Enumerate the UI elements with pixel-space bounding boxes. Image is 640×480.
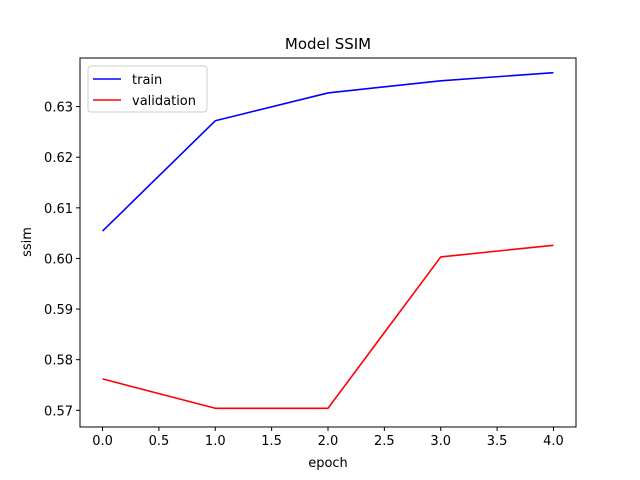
y-tick-label: 0.60 bbox=[44, 252, 73, 267]
x-tick-label: 4.0 bbox=[543, 434, 564, 449]
x-axis: 0.0 0.5 1.0 1.5 2.0 2.5 3.0 3.5 4.0 bbox=[92, 427, 564, 449]
x-tick-label: 1.5 bbox=[261, 434, 282, 449]
series-line-validation bbox=[102, 244, 554, 410]
y-tick-label: 0.58 bbox=[44, 354, 73, 369]
plot-frame bbox=[79, 57, 577, 428]
x-axis-label: epoch bbox=[308, 456, 348, 471]
x-tick-label: 3.5 bbox=[487, 434, 508, 449]
series-group bbox=[101, 71, 554, 410]
x-tick-label: 2.5 bbox=[374, 434, 395, 449]
legend: train validation bbox=[87, 65, 208, 113]
y-tick-label: 0.61 bbox=[44, 202, 73, 217]
series-line-train bbox=[101, 71, 554, 232]
x-tick-label: 0.0 bbox=[92, 434, 113, 449]
plot-area bbox=[80, 58, 576, 427]
legend-label-validation: validation bbox=[132, 94, 196, 109]
y-tick-label: 0.57 bbox=[44, 404, 73, 419]
x-tick-label: 2.0 bbox=[318, 434, 339, 449]
legend-label-train: train bbox=[132, 73, 162, 88]
x-tick-label: 3.0 bbox=[430, 434, 451, 449]
x-tick-label: 0.5 bbox=[149, 434, 170, 449]
y-tick-label: 0.62 bbox=[44, 151, 73, 166]
y-axis-label: ssim bbox=[20, 227, 35, 257]
y-tick-label: 0.63 bbox=[44, 101, 73, 116]
x-tick-label: 1.0 bbox=[205, 434, 226, 449]
y-axis: 0.57 0.58 0.59 0.60 0.61 0.62 0.63 bbox=[44, 101, 80, 419]
chart-title: Model SSIM bbox=[285, 35, 371, 53]
y-tick-label: 0.59 bbox=[44, 303, 73, 318]
